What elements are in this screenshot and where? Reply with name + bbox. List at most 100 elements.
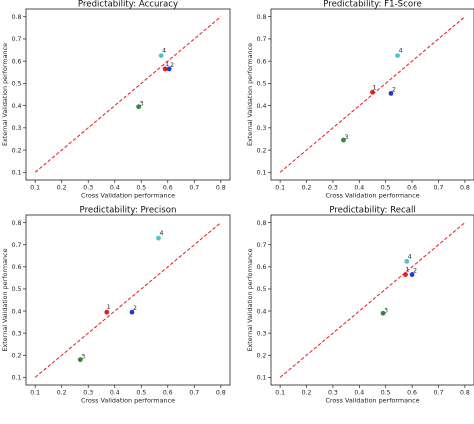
data-point-label: 2 (170, 62, 174, 69)
y-tick-label: 0.2 (12, 352, 22, 359)
data-point-2 (166, 66, 172, 72)
chart-panel-4: Predictability: Recall 0.1 0.2 0.3 0.4 0.5 0.6… (246, 206, 474, 405)
y-tick-label: 0.5 (12, 81, 22, 88)
x-tick-label: 0.8 (460, 390, 470, 397)
x-axis-label: Cross Validation performance (81, 397, 175, 405)
x-tick-label: 0.6 (163, 185, 173, 192)
data-point-label: 3 (81, 354, 85, 361)
x-tick-label: 0.4 (110, 390, 120, 397)
data-point-2 (129, 309, 135, 315)
x-tick-label: 0.8 (216, 185, 226, 192)
x-tick-label: 0.5 (381, 390, 391, 397)
chart-panel-2: Predictability: F1-Score 0.1 0.2 0.3 0.4 0.5 0… (246, 0, 474, 200)
data-point-4 (395, 53, 400, 58)
y-tick-label: 0.3 (257, 125, 267, 132)
x-tick-label: 0.2 (57, 390, 67, 397)
reference-line (279, 222, 466, 378)
x-tick-label: 0.4 (110, 185, 120, 192)
chart-title: Predictability: F1-Score (323, 0, 422, 10)
data-point-label: 4 (162, 48, 166, 55)
y-tick-label: 0.2 (257, 352, 267, 359)
x-tick-label: 0.5 (136, 390, 146, 397)
data-point-3 (136, 104, 142, 110)
y-tick-label: 0.8 (12, 14, 22, 21)
x-tick-label: 0.1 (275, 185, 285, 192)
y-tick-label: 0.1 (12, 375, 22, 382)
data-point-2 (388, 90, 394, 96)
y-tick-label: 0.6 (257, 264, 267, 271)
data-point-label: 1 (405, 267, 409, 274)
data-point-1 (162, 66, 168, 72)
plot-frame (25, 8, 231, 181)
chart-panel-3: Predictability: Precison 0.1 0.2 0.3 0.4 0.5 0… (1, 206, 231, 405)
y-tick-label: 0.1 (257, 375, 267, 382)
plot-frame (270, 214, 474, 386)
data-point-3 (380, 310, 386, 316)
data-point-label: 4 (408, 253, 412, 260)
x-tick-label: 0.7 (189, 185, 199, 192)
x-tick-label: 0.6 (163, 390, 173, 397)
y-tick-label: 0.3 (12, 330, 22, 337)
data-point-1 (403, 272, 408, 277)
data-point-1 (370, 89, 375, 95)
chart-title: Predictability: Precison (80, 206, 177, 216)
data-point-label: 1 (165, 61, 169, 68)
x-axis-label: Cross Validation performance (325, 192, 419, 200)
y-axis-label: External Validation performance (246, 248, 254, 351)
x-tick-label: 0.3 (328, 390, 338, 397)
x-tick-label: 0.6 (407, 185, 417, 192)
y-tick-label: 0.3 (12, 125, 22, 132)
y-tick-label: 0.4 (257, 103, 267, 110)
data-point-label: 3 (140, 101, 144, 108)
plot-frame (270, 8, 474, 181)
data-point-label: 1 (107, 304, 111, 311)
x-axis-label: Cross Validation performance (81, 192, 175, 200)
y-tick-label: 0.5 (257, 81, 267, 88)
x-tick-label: 0.6 (407, 390, 417, 397)
reference-line (279, 16, 466, 173)
y-tick-label: 0.8 (257, 14, 267, 21)
y-tick-label: 0.5 (257, 286, 267, 293)
x-tick-label: 0.4 (354, 185, 364, 192)
x-tick-label: 0.3 (328, 185, 338, 192)
data-point-label: 4 (159, 230, 163, 237)
x-tick-label: 0.1 (275, 390, 285, 397)
x-tick-label: 0.7 (189, 390, 199, 397)
x-tick-label: 0.3 (83, 390, 93, 397)
y-tick-label: 0.7 (257, 36, 267, 43)
y-tick-label: 0.8 (257, 220, 267, 227)
data-point-2 (409, 272, 415, 277)
data-point-label: 2 (392, 86, 396, 93)
x-tick-label: 0.1 (30, 390, 40, 397)
y-tick-label: 0.3 (257, 330, 267, 337)
data-point-label: 3 (344, 134, 348, 141)
data-point-label: 1 (373, 84, 377, 91)
data-point-1 (104, 309, 110, 315)
data-point-label: 4 (399, 48, 403, 55)
data-point-3 (77, 357, 83, 363)
y-tick-label: 0.5 (12, 286, 22, 293)
data-point-label: 2 (413, 268, 417, 275)
x-tick-label: 0.4 (354, 390, 364, 397)
x-tick-label: 0.2 (57, 185, 67, 192)
y-tick-label: 0.6 (12, 264, 22, 271)
y-tick-label: 0.4 (12, 308, 22, 315)
y-tick-label: 0.4 (12, 103, 22, 110)
x-tick-label: 0.5 (136, 185, 146, 192)
plot-frame (25, 214, 231, 386)
y-axis-label: External Validation performance (1, 43, 9, 146)
data-point-4 (156, 235, 161, 241)
chart-title: Predictability: Accuracy (78, 0, 178, 10)
x-tick-label: 0.2 (302, 390, 312, 397)
data-point-4 (158, 53, 164, 58)
x-tick-label: 0.8 (216, 390, 226, 397)
y-tick-label: 0.2 (12, 147, 22, 154)
y-axis-label: External Validation performance (1, 248, 9, 351)
data-point-4 (404, 258, 410, 264)
x-tick-label: 0.3 (83, 185, 93, 192)
y-tick-label: 0.7 (12, 242, 22, 249)
x-tick-label: 0.5 (381, 185, 391, 192)
x-tick-label: 0.7 (434, 390, 444, 397)
chart-title: Predictability: Recall (329, 206, 416, 216)
